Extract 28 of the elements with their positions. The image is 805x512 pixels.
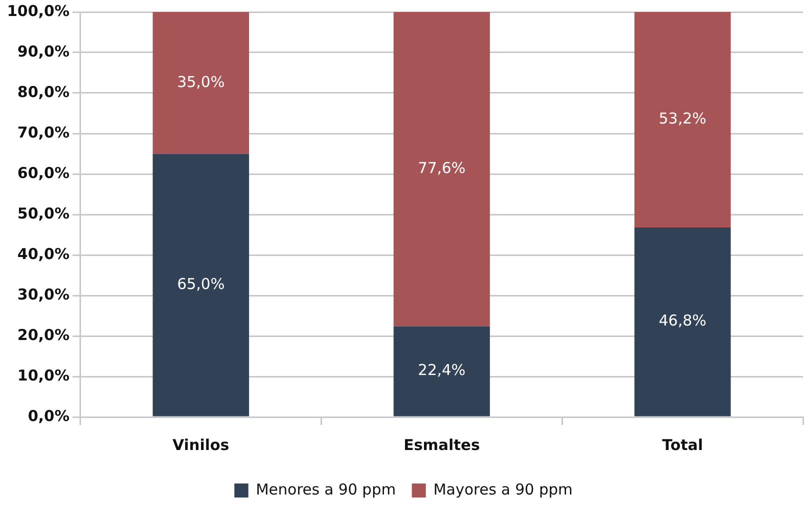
legend-label: Menores a 90 ppm: [256, 480, 396, 498]
y-tick-label: 40,0%: [17, 244, 70, 263]
y-tick-label: 70,0%: [17, 123, 70, 142]
y-tick-label: 90,0%: [17, 42, 70, 60]
x-tick-label: Total: [662, 436, 704, 454]
x-tick-label: Esmaltes: [404, 436, 480, 454]
y-tick-label: 100,0%: [6, 2, 70, 20]
x-tick-label: Vinilos: [172, 436, 230, 454]
y-tick-label: 80,0%: [17, 82, 70, 101]
data-label: 35,0%: [177, 72, 225, 91]
bar: [152, 154, 250, 416]
bar: [394, 326, 490, 416]
data-label: 46,8%: [658, 312, 706, 330]
y-tick-label: 50,0%: [17, 204, 70, 222]
y-tick-label: 10,0%: [17, 366, 70, 384]
data-label: 77,6%: [418, 159, 466, 178]
y-tick-label: 60,0%: [17, 164, 70, 182]
bar: [394, 12, 490, 326]
bar: [634, 12, 731, 228]
y-tick-label: 30,0%: [17, 285, 70, 304]
legend-label: Mayores a 90 ppm: [433, 480, 573, 498]
data-label: 53,2%: [658, 110, 706, 128]
y-tick-label: 0,0%: [28, 406, 70, 425]
bar: [152, 12, 250, 154]
bar: [634, 227, 731, 416]
y-tick-label: 20,0%: [17, 326, 70, 344]
data-label: 22,4%: [418, 361, 466, 380]
data-label: 65,0%: [177, 274, 225, 293]
